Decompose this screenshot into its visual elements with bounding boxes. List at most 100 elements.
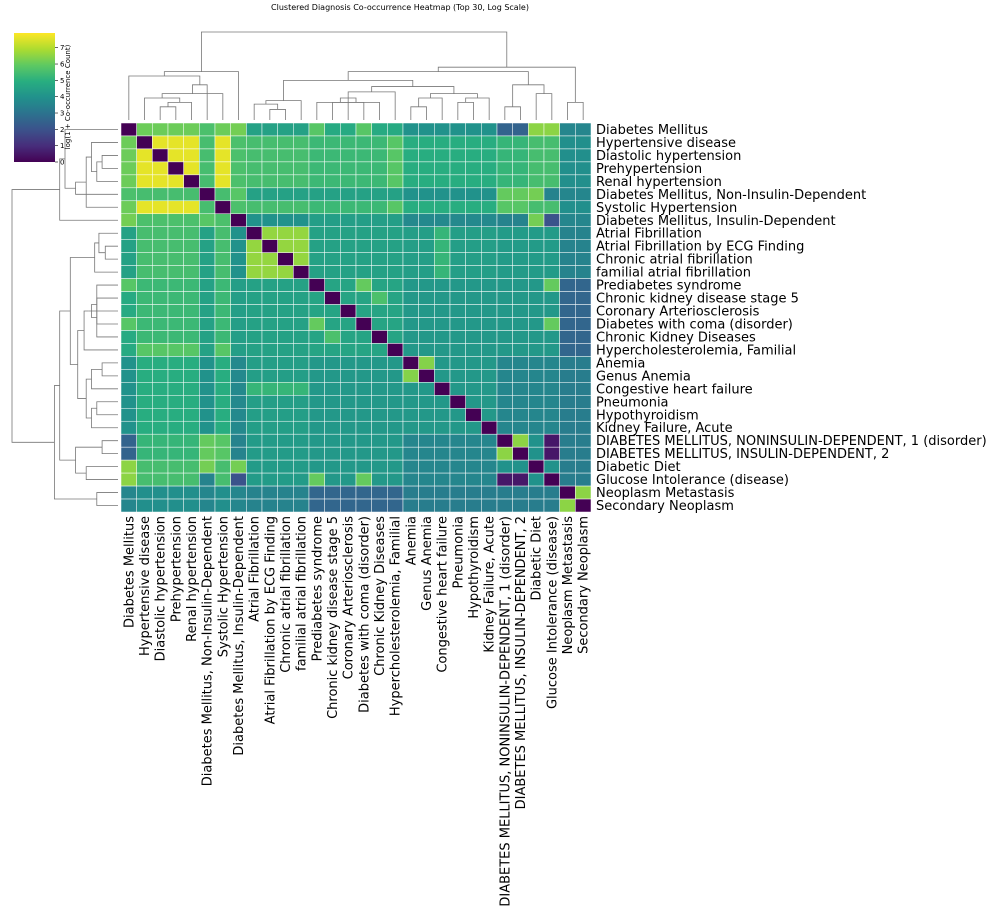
heatmap-cell bbox=[324, 498, 341, 513]
heatmap-cell bbox=[340, 433, 357, 448]
heatmap-cell bbox=[230, 433, 247, 448]
heatmap-cell bbox=[277, 317, 294, 331]
heatmap-cell bbox=[418, 174, 435, 189]
heatmap-cell bbox=[340, 382, 357, 396]
heatmap-cell bbox=[575, 122, 592, 137]
heatmap-cell bbox=[308, 187, 325, 202]
heatmap-cell bbox=[481, 343, 498, 357]
heatmap-cell bbox=[575, 408, 592, 422]
heatmap-cell bbox=[543, 200, 560, 215]
heatmap-cell bbox=[496, 343, 513, 357]
dendrogram-link bbox=[347, 71, 529, 85]
heatmap-cell bbox=[246, 356, 263, 370]
heatmap-cell bbox=[120, 446, 137, 461]
heatmap-cell bbox=[199, 343, 216, 357]
heatmap-cell bbox=[293, 122, 310, 137]
heatmap-cell bbox=[136, 459, 153, 474]
heatmap-cell bbox=[152, 343, 169, 357]
dendrogram-link bbox=[144, 97, 181, 120]
heatmap-cell bbox=[308, 356, 325, 370]
heatmap-cell bbox=[371, 433, 388, 448]
heatmap-cell bbox=[308, 330, 325, 344]
heatmap-cell bbox=[575, 135, 592, 150]
heatmap-cell bbox=[120, 485, 137, 500]
heatmap-cell bbox=[261, 408, 278, 422]
heatmap-cell bbox=[340, 395, 357, 409]
heatmap-cell bbox=[528, 485, 545, 500]
heatmap-cell bbox=[434, 239, 451, 253]
heatmap-cell bbox=[387, 265, 404, 279]
heatmap-cell bbox=[136, 343, 153, 357]
row-label: Coronary Arteriosclerosis bbox=[596, 305, 760, 320]
heatmap-cell bbox=[167, 122, 184, 137]
heatmap-cell bbox=[528, 420, 545, 435]
heatmap-cell bbox=[246, 291, 263, 305]
heatmap-cell bbox=[199, 226, 216, 240]
heatmap-cell bbox=[293, 239, 310, 253]
heatmap-cell bbox=[277, 226, 294, 240]
heatmap-cell bbox=[371, 278, 388, 292]
heatmap-cell bbox=[465, 265, 482, 279]
column-label: Congestive heart failure bbox=[436, 516, 451, 673]
heatmap-cell bbox=[465, 408, 482, 422]
heatmap-cell bbox=[199, 174, 216, 189]
heatmap-cell bbox=[308, 498, 325, 513]
heatmap-cell bbox=[340, 200, 357, 215]
heatmap-cell bbox=[246, 459, 263, 474]
dendrogram-link bbox=[96, 492, 118, 506]
colorbar-label: log(1 + Co-occurrence Count) bbox=[64, 44, 72, 149]
heatmap-cell bbox=[152, 135, 169, 150]
heatmap-cell bbox=[183, 265, 200, 279]
heatmap-cell bbox=[481, 265, 498, 279]
heatmap-cell bbox=[261, 485, 278, 500]
heatmap-cell bbox=[261, 135, 278, 150]
heatmap-cell bbox=[371, 356, 388, 370]
heatmap-cell bbox=[246, 343, 263, 357]
heatmap-cell bbox=[496, 200, 513, 215]
heatmap-cell bbox=[371, 122, 388, 137]
heatmap-cell bbox=[261, 187, 278, 202]
heatmap-cell bbox=[183, 226, 200, 240]
heatmap-cell bbox=[481, 485, 498, 500]
heatmap-cell bbox=[136, 369, 153, 383]
heatmap-cell bbox=[512, 459, 529, 474]
heatmap-cell bbox=[167, 278, 184, 292]
heatmap-cell bbox=[449, 433, 466, 448]
colorbar-tick-label: 3 bbox=[60, 110, 64, 118]
heatmap-cell bbox=[230, 174, 247, 189]
heatmap-cell bbox=[277, 135, 294, 150]
heatmap-cell bbox=[418, 420, 435, 435]
heatmap-cell bbox=[308, 174, 325, 189]
heatmap-cell bbox=[402, 148, 419, 163]
heatmap-cell bbox=[528, 226, 545, 240]
heatmap-cell bbox=[496, 291, 513, 305]
heatmap-cell bbox=[230, 213, 247, 227]
heatmap-cell bbox=[512, 148, 529, 163]
heatmap-cell bbox=[167, 213, 184, 227]
heatmap-cell bbox=[261, 265, 278, 279]
heatmap-cell bbox=[152, 148, 169, 163]
dendrogram-link bbox=[11, 189, 60, 443]
heatmap-cell bbox=[559, 278, 576, 292]
heatmap-cell bbox=[371, 369, 388, 383]
column-label: Diabetes Mellitus, Non-Insulin-Dependent bbox=[201, 516, 216, 786]
heatmap-cell bbox=[371, 304, 388, 318]
heatmap-cell bbox=[543, 252, 560, 266]
heatmap-cell bbox=[543, 187, 560, 202]
column-label: Chronic kidney disease stage 5 bbox=[326, 516, 341, 719]
heatmap-cell bbox=[496, 330, 513, 344]
heatmap-cell bbox=[261, 446, 278, 461]
heatmap-cell bbox=[199, 265, 216, 279]
heatmap-cell bbox=[512, 213, 529, 227]
row-label: DIABETES MELLITUS, INSULIN-DEPENDENT, 2 bbox=[596, 447, 889, 462]
heatmap-cell bbox=[371, 174, 388, 189]
heatmap-cell bbox=[496, 369, 513, 383]
heatmap-cell bbox=[340, 356, 357, 370]
heatmap-cell bbox=[261, 252, 278, 266]
heatmap-cell bbox=[167, 148, 184, 163]
heatmap-cell bbox=[402, 200, 419, 215]
heatmap-cell bbox=[293, 408, 310, 422]
heatmap-cell bbox=[277, 291, 294, 305]
dendrogram-link bbox=[332, 102, 380, 120]
heatmap-cell bbox=[434, 472, 451, 487]
